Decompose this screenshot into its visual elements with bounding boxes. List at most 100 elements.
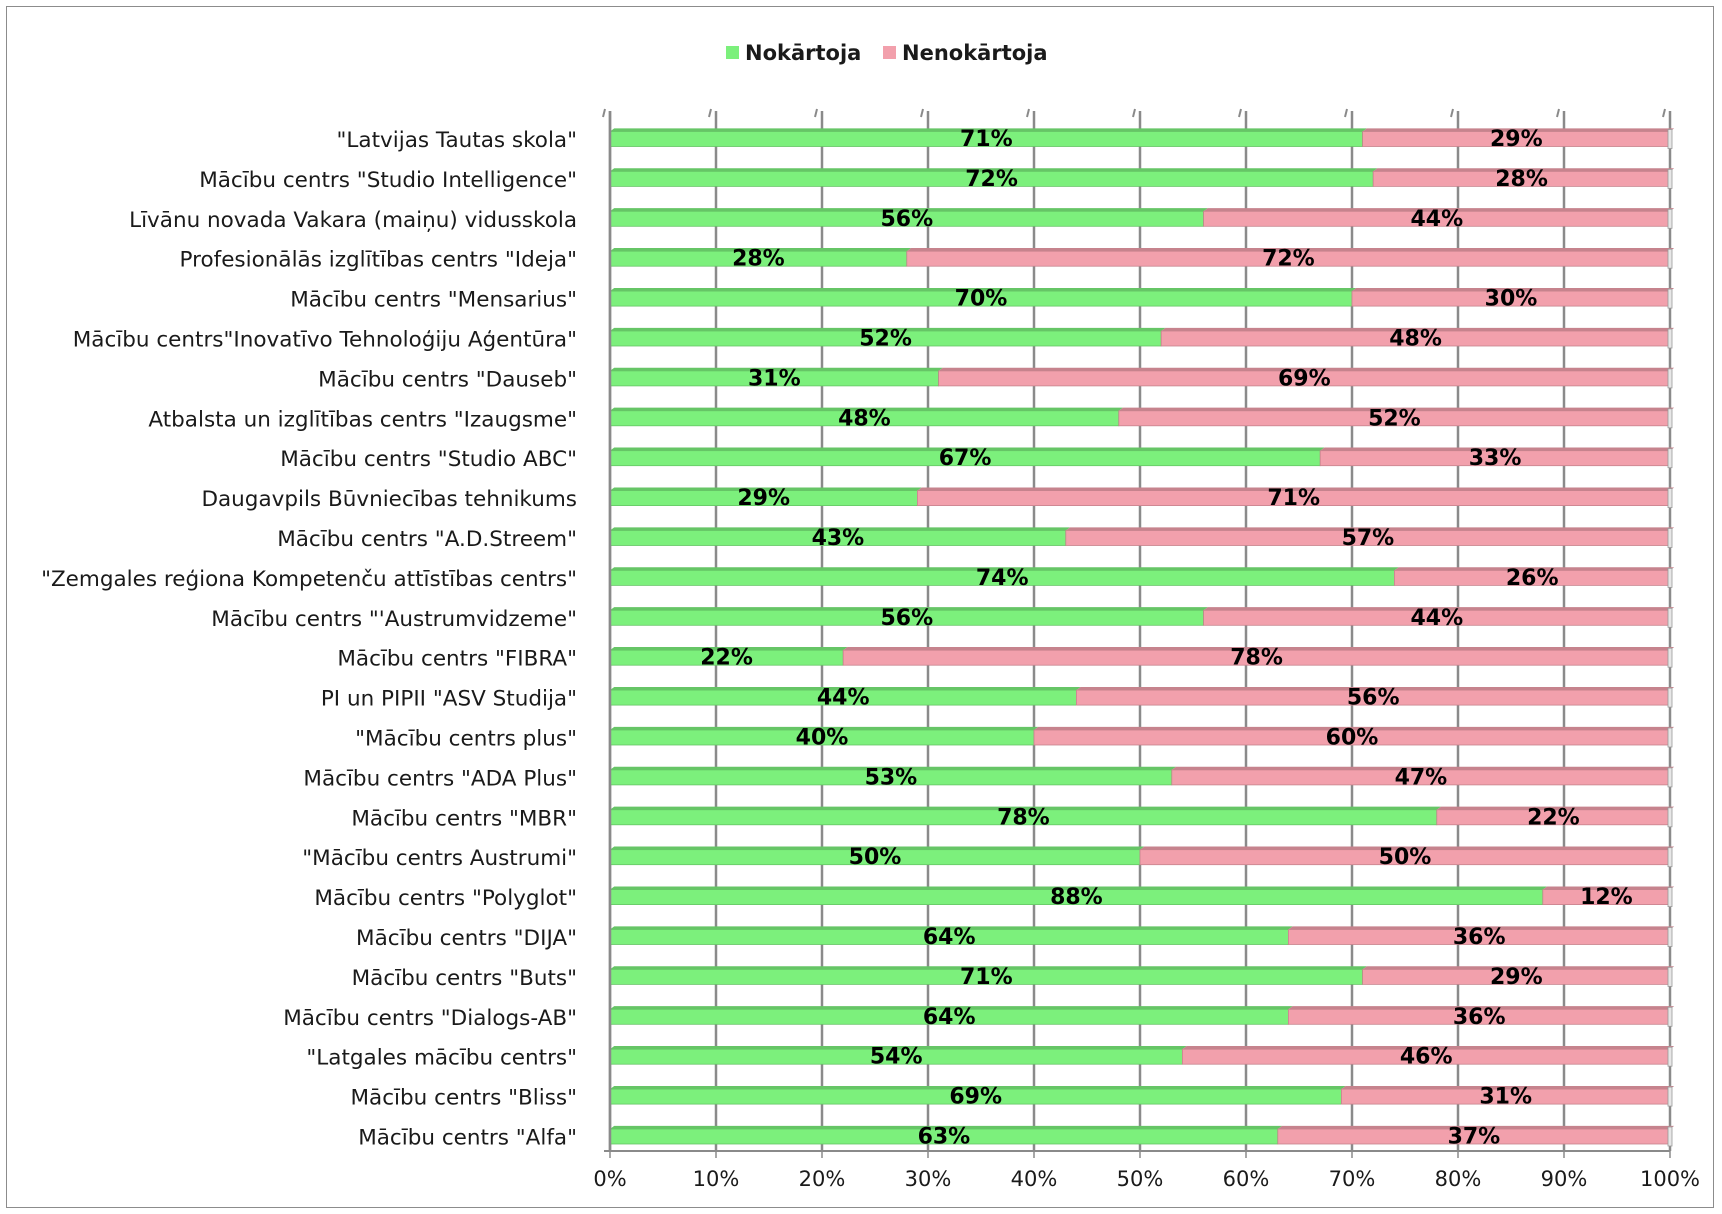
x-tick-label-0: 0%	[593, 1167, 626, 1191]
data-label-nenokartoja-24: 31%	[1479, 1085, 1532, 1110]
legend-label-nokartoja: Nokārtoja	[745, 41, 861, 65]
category-labels: "Latvijas Tautas skola" Mācību centrs "St…	[41, 128, 577, 1151]
bar-top-nenokartoja-16	[1171, 766, 1675, 770]
bar-end-cap-21	[1667, 967, 1673, 987]
data-label-nenokartoja-6: 69%	[1278, 366, 1331, 391]
category-label-profesionalas-izglitibas-centrs-ideja: Profesionālās izglītības centrs "Ideja"	[180, 248, 577, 273]
data-label-nenokartoja-1: 28%	[1495, 167, 1548, 192]
data-label-nokartoja-21: 71%	[960, 965, 1013, 990]
stacked-bar-chart: Nokārtoja Nenokārtoja "Latvijas Tautas s…	[41, 41, 1700, 1191]
legend-swatch-nenokartoja	[883, 46, 896, 59]
data-label-nenokartoja-5: 48%	[1389, 327, 1442, 352]
category-label-macibu-centrs-bliss: Mācību centrs "Bliss"	[351, 1086, 578, 1111]
bar-top-nenokartoja-3	[906, 248, 1675, 252]
bar-end-cap-8	[1667, 448, 1673, 469]
bar-top-nokartoja-24	[610, 1085, 1346, 1090]
data-label-nokartoja-3: 28%	[732, 247, 785, 272]
category-label-macibu-centrs-ada-plus: Mācību centrs "ADA Plus"	[303, 766, 577, 791]
x-tick-label-5: 50%	[1117, 1167, 1164, 1191]
data-label-nenokartoja-4: 30%	[1485, 287, 1538, 312]
bar-end-cap-10	[1667, 528, 1673, 548]
data-label-nenokartoja-17: 22%	[1527, 805, 1580, 830]
legend-swatch-nokartoja	[726, 46, 739, 59]
bar-end-cap-17	[1667, 807, 1673, 828]
data-label-nokartoja-7: 48%	[838, 406, 891, 431]
bar-top-nenokartoja-25	[1277, 1125, 1675, 1129]
gridline-cap-4	[1026, 108, 1030, 118]
data-label-nokartoja-11: 74%	[976, 566, 1029, 591]
gridline-cap-3	[920, 108, 924, 118]
category-label-macibu-centrs-fibra: Mācību centrs "FIBRA"	[337, 647, 577, 672]
x-tick-label-1: 10%	[693, 1167, 740, 1191]
bar-top-nenokartoja-1	[1373, 168, 1675, 172]
bar-end-cap-2	[1667, 208, 1673, 229]
bar-end-cap-18	[1667, 847, 1673, 868]
category-label-macibu-centrs-dialogs-ab: Mācību centrs "Dialogs-AB"	[283, 1006, 577, 1031]
bar-top-nenokartoja-6	[938, 367, 1675, 371]
category-label-macibu-centrs-mensarius: Mācību centrs "Mensarius"	[290, 288, 577, 313]
bar-top-nokartoja-9	[610, 487, 922, 491]
data-label-nokartoja-0: 71%	[960, 127, 1013, 152]
x-tick-label-4: 40%	[1011, 1167, 1058, 1191]
bar-top-nokartoja-4	[610, 287, 1357, 292]
data-label-nokartoja-23: 54%	[870, 1045, 923, 1070]
bar-end-cap-7	[1667, 408, 1673, 429]
category-label-macibu-centrs-polyglot: Mācību centrs "Polyglot"	[314, 886, 577, 911]
bar-top-nokartoja-15	[610, 726, 1039, 730]
bar-top-nokartoja-5	[610, 327, 1166, 331]
legend: Nokārtoja Nenokārtoja	[726, 41, 1048, 65]
x-tick-labels: 0% 10% 20% 30% 40% 50% 60% 70% 80% 90% 100%	[593, 1167, 1700, 1191]
data-label-nenokartoja-2: 44%	[1410, 207, 1463, 232]
data-label-nenokartoja-3: 72%	[1262, 247, 1315, 272]
data-label-nenokartoja-22: 36%	[1453, 1005, 1506, 1030]
bar-top-nokartoja-0	[610, 128, 1367, 132]
bar-top-nokartoja-16	[610, 766, 1176, 770]
bar-top-nokartoja-3	[610, 248, 911, 252]
bar-end-cap-12	[1667, 607, 1673, 628]
data-label-nenokartoja-10: 57%	[1342, 526, 1395, 551]
bar-top-nokartoja-6	[610, 367, 943, 371]
legend-label-nenokartoja: Nenokārtoja	[902, 41, 1048, 65]
category-label-macibu-centrs-mbr: Mācību centrs "MBR"	[351, 806, 577, 831]
bar-end-cap-6	[1667, 368, 1673, 389]
data-label-nokartoja-24: 69%	[949, 1085, 1002, 1110]
bar-top-nenokartoja-13	[843, 647, 1675, 651]
gridline-cap-10	[1662, 108, 1666, 118]
bar-end-cap-16	[1667, 767, 1673, 788]
bar-top-nokartoja-20	[610, 926, 1293, 930]
category-label-pi-un-pipii-asv-studija: PI un PIPII "ASV Studija"	[321, 687, 577, 712]
category-label-macibu-centrs-a-d-streem: Mācību centrs "A.D.Streem"	[277, 527, 577, 552]
bar-end-cap-11	[1667, 568, 1673, 588]
bar-top-nenokartoja-20	[1288, 926, 1675, 930]
axes	[604, 111, 1671, 1158]
data-label-nenokartoja-14: 56%	[1347, 686, 1400, 711]
data-label-nenokartoja-23: 46%	[1400, 1045, 1453, 1070]
data-label-nokartoja-15: 40%	[796, 726, 849, 751]
bar-top-nokartoja-8	[610, 447, 1325, 451]
data-label-nokartoja-16: 53%	[865, 765, 918, 790]
data-label-nokartoja-17: 78%	[997, 805, 1050, 830]
bar-top-nenokartoja-17	[1436, 806, 1675, 810]
category-label-macibu-centrs-plus: "Mācību centrs plus"	[355, 727, 577, 752]
bar-top-nenokartoja-10	[1065, 527, 1675, 531]
bar-end-cap-4	[1667, 288, 1673, 309]
category-label-macibu-centrs-austrumvidzeme: Mācību centrs "'Austrumvidzeme"	[211, 607, 577, 632]
category-label-atbalsta-un-izglitibas-centrs-izaugsme: Atbalsta un izglītības centrs "Izaugsme"	[148, 407, 577, 432]
gridline-cap-7	[1344, 108, 1348, 118]
gridline-cap-2	[814, 108, 818, 118]
bar-top-nenokartoja-0	[1362, 128, 1675, 132]
gridline-cap-0	[602, 108, 606, 118]
data-label-nenokartoja-19: 12%	[1580, 885, 1633, 910]
bar-top-nenokartoja-24	[1341, 1085, 1675, 1090]
category-label-macibu-centrs-inovativo-tehnologiju-agentura: Mācību centrs"Inovatīvo Tehnoloģiju Aģen…	[73, 328, 577, 353]
bar-top-nenokartoja-22	[1288, 1006, 1675, 1010]
bar-end-cap-9	[1667, 488, 1673, 509]
category-label-macibu-centrs-dija: Mācību centrs "DIJA"	[356, 926, 577, 951]
x-tick-label-7: 70%	[1329, 1167, 1376, 1191]
bar-end-cap-22	[1667, 1006, 1673, 1027]
bar-top-nokartoja-18	[610, 846, 1145, 850]
bar-top-nenokartoja-8	[1320, 447, 1675, 451]
data-label-nenokartoja-21: 29%	[1490, 965, 1543, 990]
category-label-macibu-centrs-alfa: Mācību centrs "Alfa"	[358, 1126, 577, 1151]
gridline-cap-6	[1238, 108, 1242, 118]
